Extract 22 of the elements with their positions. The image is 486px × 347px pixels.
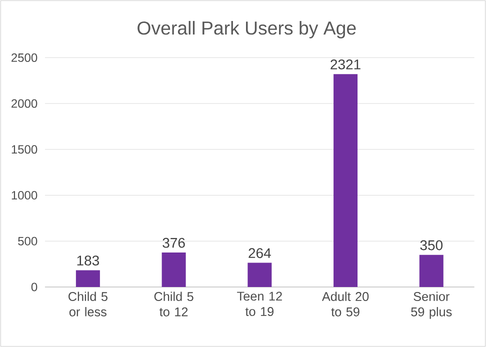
y-tick-label: 1000 — [12, 191, 38, 200]
x-tick-label: Adult 20 to 59 — [322, 292, 369, 316]
x-tick-label: Child 5 to 12 — [154, 292, 194, 316]
data-label: 350 — [420, 240, 443, 250]
data-label: 183 — [77, 256, 99, 266]
y-tick-label: 0 — [31, 282, 38, 292]
bar — [76, 270, 100, 287]
bar — [419, 254, 444, 287]
x-tick-label: Teen 12 to 19 — [237, 292, 282, 316]
y-tick-label: 2000 — [12, 99, 38, 108]
y-tick-label: 1500 — [12, 145, 38, 154]
data-label: 264 — [248, 248, 271, 258]
chart-title: Overall Park Users by Age — [138, 20, 356, 38]
bar — [162, 252, 186, 287]
data-label: 376 — [162, 238, 185, 248]
data-label: 2321 — [330, 59, 360, 70]
x-tick-label: Child 5 or less — [68, 292, 108, 316]
bar — [248, 262, 272, 287]
x-tick-label: Senior 59 plus — [411, 292, 452, 319]
y-tick-label: 500 — [18, 236, 38, 246]
bar — [334, 74, 358, 287]
y-tick-label: 2500 — [12, 53, 38, 62]
